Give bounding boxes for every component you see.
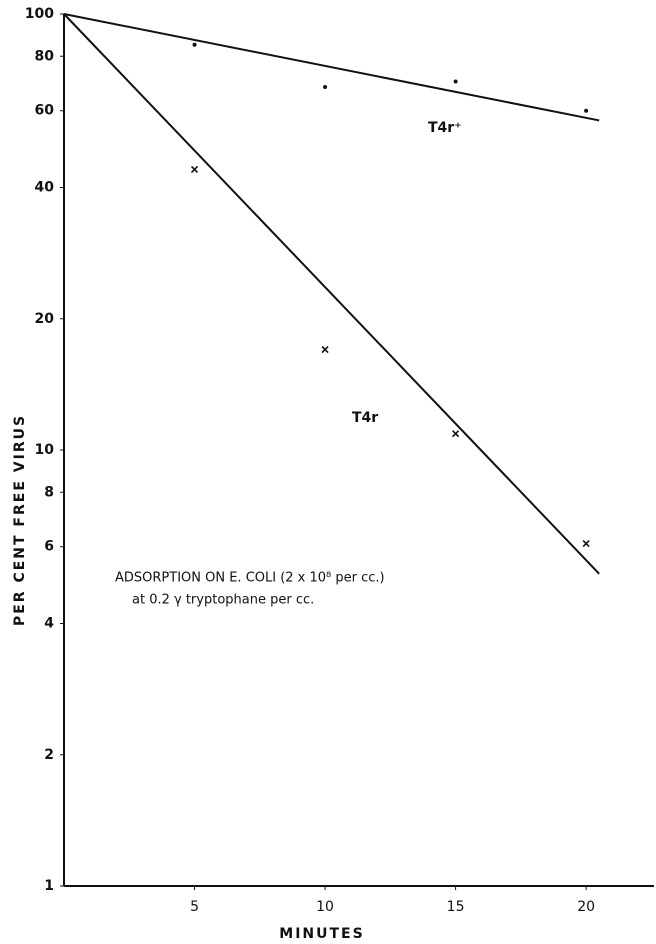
annotation: ADSORPTION ON E. COLI (2 x 10⁸ per cc.) <box>115 571 385 586</box>
x-axis-label: MINUTES <box>279 926 364 942</box>
y-tick-label: 20 <box>35 311 55 327</box>
annotation: at 0.2 γ tryptophane per cc. <box>132 593 314 608</box>
point <box>582 540 590 548</box>
y-tick-label: 40 <box>35 180 55 196</box>
y-tick-label: 100 <box>25 6 54 22</box>
x-tick-label: 10 <box>316 899 334 915</box>
y-tick-label: 6 <box>44 539 54 555</box>
point <box>192 42 197 47</box>
point <box>452 430 460 438</box>
x-tick-label: 15 <box>447 899 465 915</box>
point <box>323 85 328 90</box>
y-tick-label: 2 <box>44 747 54 763</box>
point <box>190 165 199 174</box>
series-label: T4r <box>352 410 378 426</box>
point <box>453 79 458 84</box>
fit-line <box>63 13 600 122</box>
y-tick-label: 4 <box>44 616 54 632</box>
y-tick-label: 80 <box>35 48 55 64</box>
y-tick-label: 10 <box>35 442 55 458</box>
point <box>584 108 589 113</box>
x-tick-label: 20 <box>577 899 595 915</box>
y-tick-label: 60 <box>35 103 55 119</box>
x-tick-label: 5 <box>190 899 199 915</box>
series-label: T4r⁺ <box>428 120 462 136</box>
fit-line <box>63 13 600 575</box>
point <box>321 345 329 354</box>
y-tick-label: 8 <box>44 484 54 500</box>
y-axis-label: PER CENT FREE VIRUS <box>12 414 28 626</box>
y-tick-label: 1 <box>44 878 54 894</box>
